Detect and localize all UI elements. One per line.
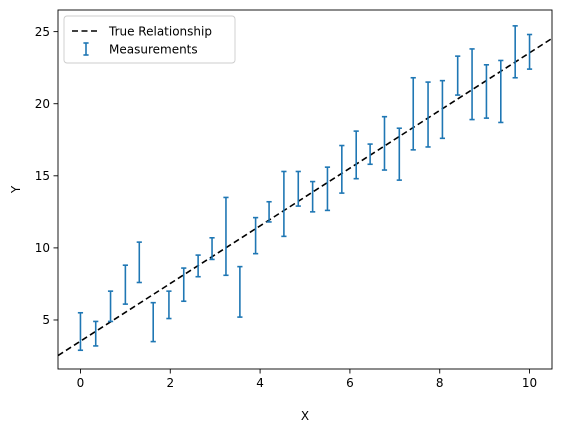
legend-label-measurements: Measurements xyxy=(109,43,198,57)
errorbar-19 xyxy=(353,130,359,180)
y-tick-label: 25 xyxy=(35,25,50,39)
plot-content xyxy=(58,25,552,357)
errorbar-29 xyxy=(498,59,504,124)
x-tick-label: 8 xyxy=(436,376,444,390)
errorbar-26 xyxy=(455,55,461,96)
errorbar-16 xyxy=(310,180,316,213)
errorbar-2 xyxy=(107,290,114,323)
legend-label-true-relationship: True Relationship xyxy=(108,25,212,39)
errorbar-5 xyxy=(150,301,156,343)
x-tick-label: 0 xyxy=(77,376,85,390)
errorbar-18 xyxy=(339,144,345,194)
y-axis-label: Y xyxy=(9,185,23,194)
x-tick-label: 10 xyxy=(522,376,537,390)
legend-box xyxy=(63,15,236,64)
errorbar-30 xyxy=(512,25,518,79)
errorbar-8 xyxy=(195,254,201,278)
legend: True Relationship Measurements xyxy=(63,15,236,64)
errorbar-3 xyxy=(122,264,128,305)
errorbar-4 xyxy=(136,241,142,284)
errorbar-1 xyxy=(93,320,99,347)
errorbar-0 xyxy=(77,311,84,352)
errorbar-24 xyxy=(425,81,431,148)
errorbar-12 xyxy=(253,216,259,255)
x-tick-label: 4 xyxy=(256,376,264,390)
errorbar-10 xyxy=(223,196,229,277)
errorbar-11 xyxy=(237,265,243,318)
y-tick-label: 20 xyxy=(35,97,50,111)
y-tick-label: 5 xyxy=(42,313,50,327)
errorbar-7 xyxy=(181,267,187,303)
errorbar-6 xyxy=(166,290,172,320)
x-axis-label: X xyxy=(301,409,309,423)
x-tick-label: 2 xyxy=(166,376,174,390)
errorbar-14 xyxy=(281,170,287,238)
errorbar-25 xyxy=(439,79,446,140)
errorbar-21 xyxy=(381,115,388,171)
y-tick-label: 10 xyxy=(35,241,50,255)
errorbar-23 xyxy=(410,76,416,151)
errorbar-31 xyxy=(526,33,533,70)
axes: 0 2 4 6 8 10 5 10 15 20 25 X Y xyxy=(9,9,553,423)
axes-frame xyxy=(57,9,553,370)
x-tick-label: 6 xyxy=(346,376,354,390)
plot-area xyxy=(58,25,552,357)
errorbar-13 xyxy=(266,200,272,223)
errorbar-9 xyxy=(209,236,215,261)
errorbar-22 xyxy=(396,127,402,181)
errorbar-17 xyxy=(324,166,331,212)
errorbar-15 xyxy=(295,170,301,207)
y-tick-label: 15 xyxy=(35,169,50,183)
errorbar-28 xyxy=(483,63,490,119)
true-relationship-line xyxy=(58,37,552,357)
errorbar-20 xyxy=(367,143,373,166)
errorbar-27 xyxy=(469,48,475,121)
